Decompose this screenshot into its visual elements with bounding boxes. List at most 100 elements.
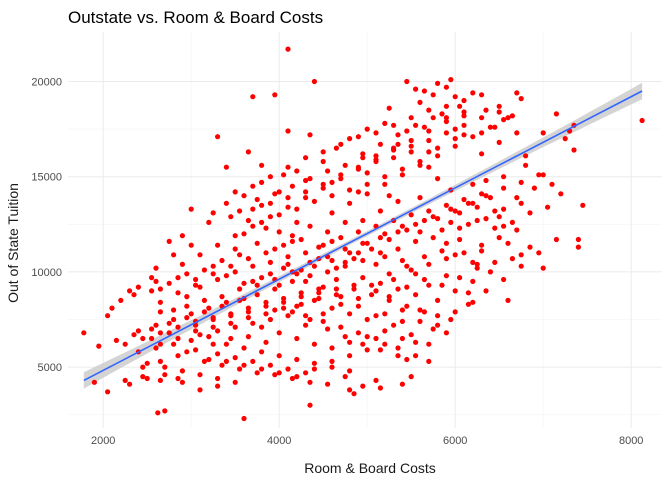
data-point [527, 210, 533, 216]
data-point [421, 276, 427, 283]
data-point [179, 233, 185, 239]
data-point [448, 219, 454, 225]
data-point [263, 225, 269, 231]
data-point [307, 402, 313, 408]
data-point [347, 200, 353, 206]
data-point [294, 374, 300, 380]
data-point [223, 341, 229, 347]
data-point [153, 345, 159, 351]
data-point [382, 328, 388, 334]
data-point [184, 349, 190, 355]
data-point [237, 366, 243, 372]
data-point [457, 225, 463, 231]
data-point [241, 362, 247, 368]
data-point [311, 198, 317, 204]
data-point [369, 246, 375, 252]
data-point [232, 269, 238, 275]
data-point [254, 240, 260, 246]
data-point [135, 328, 141, 334]
data-point [360, 341, 366, 347]
data-point [307, 273, 313, 279]
data-point [364, 170, 370, 176]
data-point [316, 286, 322, 292]
data-point [329, 305, 335, 311]
data-point [294, 168, 300, 174]
data-point [228, 335, 234, 342]
data-point [166, 320, 172, 326]
data-point [360, 257, 366, 264]
data-point [417, 99, 423, 105]
data-point [144, 375, 150, 382]
data-point [188, 311, 194, 317]
data-point [452, 126, 458, 132]
data-point [232, 189, 238, 195]
data-point [342, 219, 348, 225]
data-point [329, 179, 335, 185]
data-point [289, 238, 295, 244]
data-point [285, 313, 291, 319]
y-axis-title: Out of State Tuition [5, 183, 21, 303]
data-point [426, 137, 432, 144]
data-point [219, 294, 225, 300]
data-point [250, 223, 256, 229]
data-point [166, 238, 172, 244]
data-point [461, 250, 467, 256]
data-point [307, 223, 313, 229]
data-point [127, 381, 133, 387]
data-point [360, 155, 366, 161]
data-point [259, 349, 265, 355]
data-point [237, 208, 243, 214]
data-point [509, 219, 515, 225]
data-point [417, 229, 423, 235]
data-point [505, 115, 511, 121]
data-point [329, 358, 335, 364]
data-point [492, 259, 498, 265]
data-point [457, 210, 463, 216]
data-point [443, 103, 449, 109]
data-point [382, 311, 388, 317]
data-point [197, 372, 203, 378]
data-point [303, 195, 309, 201]
data-point [285, 366, 291, 372]
data-point [267, 271, 273, 277]
data-point [408, 149, 414, 155]
y-axis-ticks: 5000 10000 15000 20000 [31, 77, 62, 375]
data-point [523, 153, 529, 159]
data-point [360, 151, 366, 157]
data-point [470, 200, 476, 206]
data-point [487, 124, 493, 130]
data-point [391, 122, 397, 128]
data-point [536, 172, 542, 178]
data-point [413, 122, 419, 128]
data-point [369, 292, 375, 298]
data-point [241, 280, 247, 286]
data-point [263, 303, 269, 309]
data-point [395, 286, 401, 292]
data-point [329, 210, 335, 216]
data-point [289, 233, 295, 239]
data-point [377, 280, 383, 286]
data-point [404, 284, 410, 290]
data-point [149, 335, 155, 342]
data-point [153, 265, 159, 271]
data-point [175, 275, 181, 281]
data-point [307, 379, 313, 385]
data-point [241, 193, 247, 199]
data-point [430, 214, 436, 220]
data-point [386, 297, 392, 303]
data-point [338, 176, 344, 182]
data-point [325, 381, 331, 387]
data-point [355, 330, 361, 336]
data-point [267, 259, 273, 265]
data-point [281, 299, 287, 305]
data-point [408, 143, 414, 149]
data-point [439, 248, 445, 254]
data-point [259, 275, 265, 281]
data-point [435, 216, 441, 222]
data-point [443, 202, 449, 208]
data-point [193, 276, 199, 283]
data-point [391, 155, 397, 161]
data-point [329, 257, 335, 264]
data-point [408, 332, 414, 338]
data-point [210, 324, 216, 330]
